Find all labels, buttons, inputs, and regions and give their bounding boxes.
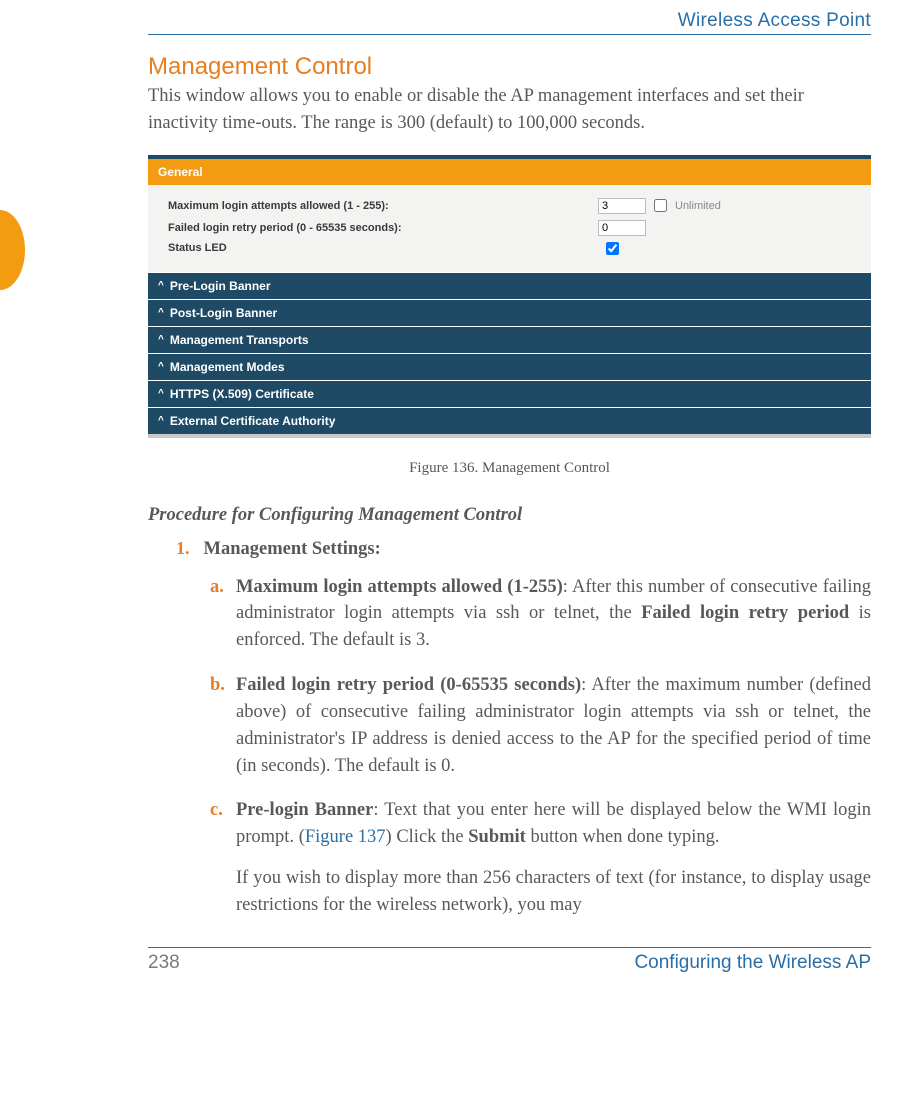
panel-header-mgmt-transports[interactable]: ^ Management Transports	[148, 326, 871, 353]
chevron-up-icon: ^	[158, 335, 164, 345]
substep-b-lead: Failed login retry period (0-65535 secon…	[236, 675, 581, 695]
substep-c: c. Pre-login Banner: Text that you enter…	[210, 797, 871, 918]
substep-b: b. Failed login retry period (0-65535 se…	[210, 672, 871, 779]
side-tab	[0, 210, 25, 290]
panel-label: Management Transports	[170, 333, 309, 347]
substep-a: a. Maximum login attempts allowed (1-255…	[210, 574, 871, 654]
screenshot-figure: General Maximum login attempts allowed (…	[148, 155, 871, 438]
section-title: Management Control	[148, 53, 871, 81]
chevron-up-icon: ^	[158, 389, 164, 399]
panel-header-mgmt-modes[interactable]: ^ Management Modes	[148, 353, 871, 380]
chevron-up-icon: ^	[158, 281, 164, 291]
panel-label: Pre-Login Banner	[170, 279, 271, 293]
panel-header-general[interactable]: General	[148, 159, 871, 185]
row-max-attempts: Maximum login attempts allowed (1 - 255)…	[168, 195, 851, 217]
page-footer: 238 Configuring the Wireless AP	[148, 947, 871, 1004]
panel-header-pre-login[interactable]: ^ Pre-Login Banner	[148, 272, 871, 299]
substep-c-text3: button when done typing.	[526, 827, 720, 847]
footer-title: Configuring the Wireless AP	[634, 952, 871, 974]
chevron-up-icon: ^	[158, 416, 164, 426]
substep-letter: b.	[210, 672, 225, 699]
step-1: 1. Management Settings: a. Maximum login …	[176, 538, 871, 919]
intro-paragraph: This window allows you to enable or disa…	[148, 83, 871, 137]
panel-label: Post-Login Banner	[170, 306, 277, 320]
max-attempts-input[interactable]	[598, 198, 646, 214]
running-head: Wireless Access Point	[148, 10, 871, 35]
substep-c-para2: If you wish to display more than 256 cha…	[236, 865, 871, 919]
panel-label: HTTPS (X.509) Certificate	[170, 387, 314, 401]
status-led-label: Status LED	[168, 242, 598, 254]
panel-header-general-label: General	[158, 165, 203, 179]
row-status-led: Status LED	[168, 239, 851, 258]
panel-header-https-cert[interactable]: ^ HTTPS (X.509) Certificate	[148, 380, 871, 407]
substep-a-bold2: Failed login retry period	[641, 603, 849, 623]
retry-period-label: Failed login retry period (0 - 65535 sec…	[168, 222, 598, 234]
step-number: 1.	[176, 538, 190, 558]
status-led-checkbox[interactable]	[606, 242, 619, 255]
step-title: Management Settings:	[204, 539, 381, 559]
panel-label: Management Modes	[170, 360, 285, 374]
retry-period-input[interactable]	[598, 220, 646, 236]
row-retry-period: Failed login retry period (0 - 65535 sec…	[168, 217, 851, 239]
unlimited-checkbox[interactable]	[654, 199, 667, 212]
figure-link[interactable]: Figure 137	[305, 827, 386, 847]
substep-c-text2: ) Click the	[386, 827, 469, 847]
panel-header-ext-cert-auth[interactable]: ^ External Certificate Authority	[148, 407, 871, 434]
substep-letter: c.	[210, 797, 223, 824]
panel-header-post-login[interactable]: ^ Post-Login Banner	[148, 299, 871, 326]
substep-c-lead: Pre-login Banner	[236, 800, 373, 820]
page-number: 238	[148, 952, 180, 974]
figure-caption: Figure 136. Management Control	[148, 460, 871, 477]
substep-a-lead: Maximum login attempts allowed (1-255)	[236, 577, 563, 597]
chevron-up-icon: ^	[158, 308, 164, 318]
substep-c-bold2: Submit	[468, 827, 526, 847]
panel-label: External Certificate Authority	[170, 414, 336, 428]
max-attempts-label: Maximum login attempts allowed (1 - 255)…	[168, 200, 598, 212]
panel-body-general: Maximum login attempts allowed (1 - 255)…	[148, 185, 871, 272]
substep-letter: a.	[210, 574, 224, 601]
unlimited-label: Unlimited	[675, 200, 721, 212]
chevron-up-icon: ^	[158, 362, 164, 372]
procedure-title: Procedure for Configuring Management Con…	[148, 505, 871, 526]
